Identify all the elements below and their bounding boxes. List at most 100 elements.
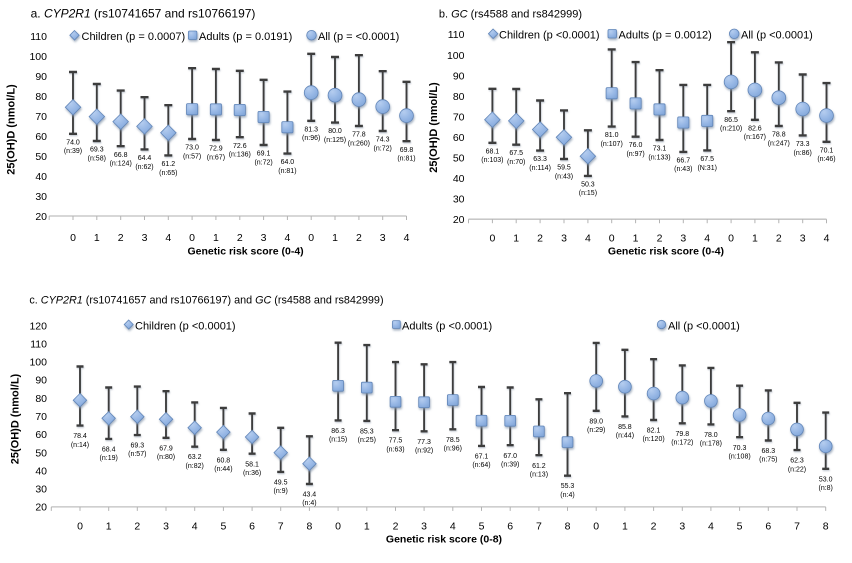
svg-text:80: 80 <box>453 91 465 103</box>
svg-text:(n:46): (n:46) <box>817 156 835 163</box>
svg-text:3: 3 <box>679 521 685 533</box>
svg-text:Genetic risk score (0-4): Genetic risk score (0-4) <box>188 245 304 257</box>
svg-text:89.0: 89.0 <box>589 418 603 425</box>
svg-text:74.3: 74.3 <box>376 137 390 144</box>
svg-text:82.6: 82.6 <box>748 125 762 132</box>
svg-text:55.3: 55.3 <box>561 483 575 490</box>
svg-text:Genetic risk score (0-4): Genetic risk score (0-4) <box>608 245 724 257</box>
svg-text:70: 70 <box>35 111 47 123</box>
svg-text:85.8: 85.8 <box>618 424 632 431</box>
svg-text:90: 90 <box>35 375 47 387</box>
svg-text:1: 1 <box>364 521 370 533</box>
svg-text:6: 6 <box>765 521 771 533</box>
svg-text:0: 0 <box>77 521 83 533</box>
svg-text:73.1: 73.1 <box>653 146 667 153</box>
svg-text:2: 2 <box>237 232 243 244</box>
svg-text:All (p = <0.0001): All (p = <0.0001) <box>318 31 399 43</box>
svg-text:Adults (p <0.0001): Adults (p <0.0001) <box>402 320 492 332</box>
svg-text:(n:178): (n:178) <box>700 441 722 448</box>
svg-text:(n:43): (n:43) <box>555 173 573 180</box>
svg-text:(n:64): (n:64) <box>472 462 490 469</box>
svg-text:30: 30 <box>453 194 465 206</box>
svg-text:30: 30 <box>35 191 47 203</box>
svg-text:85.3: 85.3 <box>360 429 374 436</box>
svg-text:90: 90 <box>453 70 465 82</box>
svg-text:50: 50 <box>35 447 47 459</box>
svg-text:25(OH)D (nmol/L): 25(OH)D (nmol/L) <box>10 373 22 464</box>
svg-text:4: 4 <box>708 521 714 533</box>
svg-text:40: 40 <box>35 465 47 477</box>
svg-text:Children (p <0.0001): Children (p <0.0001) <box>499 30 600 42</box>
svg-text:(n:72): (n:72) <box>374 145 392 152</box>
svg-text:(n:58): (n:58) <box>88 155 106 162</box>
svg-text:25(OH)D (nmol/L): 25(OH)D (nmol/L) <box>6 84 18 175</box>
svg-text:50.3: 50.3 <box>581 181 595 188</box>
svg-text:(n:124): (n:124) <box>110 161 132 168</box>
svg-text:5: 5 <box>479 521 485 533</box>
svg-text:2: 2 <box>657 233 663 245</box>
svg-text:(n:36): (n:36) <box>243 470 261 477</box>
svg-text:80.0: 80.0 <box>328 128 342 135</box>
svg-text:67.0: 67.0 <box>503 453 517 460</box>
svg-text:(n:92): (n:92) <box>415 447 433 454</box>
svg-text:(n:167): (n:167) <box>744 134 766 141</box>
svg-text:1: 1 <box>94 232 100 244</box>
svg-text:(n:9): (n:9) <box>273 488 287 495</box>
svg-text:2: 2 <box>134 521 140 533</box>
svg-text:1: 1 <box>513 233 519 245</box>
svg-text:Children (p <0.0001): Children (p <0.0001) <box>135 320 236 332</box>
svg-text:70: 70 <box>35 411 47 423</box>
svg-text:110: 110 <box>30 31 47 43</box>
svg-text:67.5: 67.5 <box>700 156 714 163</box>
svg-text:69.3: 69.3 <box>130 443 144 450</box>
svg-text:2: 2 <box>118 232 124 244</box>
svg-text:3: 3 <box>380 232 386 244</box>
svg-text:90: 90 <box>35 71 47 83</box>
svg-text:50: 50 <box>453 152 465 164</box>
svg-text:69.8: 69.8 <box>400 147 414 154</box>
svg-text:(n:14): (n:14) <box>71 442 89 449</box>
svg-text:30: 30 <box>35 484 47 496</box>
svg-text:0: 0 <box>593 521 599 533</box>
svg-text:(N:31): (N:31) <box>697 165 716 172</box>
svg-text:73.0: 73.0 <box>185 145 199 152</box>
svg-text:(n:114): (n:114) <box>529 165 551 172</box>
svg-text:(n:172): (n:172) <box>671 439 693 446</box>
svg-text:(n:29): (n:29) <box>587 427 605 434</box>
svg-text:0: 0 <box>308 232 314 244</box>
svg-text:74.0: 74.0 <box>66 139 80 146</box>
svg-text:1: 1 <box>752 233 758 245</box>
svg-text:2: 2 <box>393 521 399 533</box>
svg-text:77.5: 77.5 <box>389 438 403 445</box>
svg-text:1: 1 <box>622 521 628 533</box>
svg-text:60: 60 <box>35 429 47 441</box>
svg-text:(n:4): (n:4) <box>302 500 316 507</box>
svg-text:(n:22): (n:22) <box>788 466 806 473</box>
svg-text:7: 7 <box>278 521 284 533</box>
svg-text:8: 8 <box>823 521 829 533</box>
svg-text:3: 3 <box>680 233 686 245</box>
svg-text:(n:67): (n:67) <box>207 154 225 161</box>
svg-text:(n:133): (n:133) <box>648 154 670 161</box>
svg-text:61.2: 61.2 <box>161 161 175 168</box>
svg-text:(n:39): (n:39) <box>64 148 82 155</box>
svg-text:(n:80): (n:80) <box>157 454 175 461</box>
svg-text:49.5: 49.5 <box>274 479 288 486</box>
svg-text:70.1: 70.1 <box>820 147 834 154</box>
svg-text:69.1: 69.1 <box>257 151 271 158</box>
svg-text:77.3: 77.3 <box>417 439 431 446</box>
svg-text:72.9: 72.9 <box>209 146 223 153</box>
svg-text:(n:19): (n:19) <box>100 455 118 462</box>
svg-text:2: 2 <box>356 232 362 244</box>
svg-text:(n:15): (n:15) <box>329 437 347 444</box>
svg-text:66.7: 66.7 <box>676 157 690 164</box>
svg-text:20: 20 <box>453 214 465 226</box>
svg-text:(n:82): (n:82) <box>186 463 204 470</box>
svg-text:5: 5 <box>737 521 743 533</box>
svg-text:7: 7 <box>794 521 800 533</box>
svg-text:70: 70 <box>453 111 465 123</box>
svg-text:60.8: 60.8 <box>217 457 231 464</box>
svg-text:(n:57): (n:57) <box>128 451 146 458</box>
svg-text:1: 1 <box>633 233 639 245</box>
svg-text:60: 60 <box>453 132 465 144</box>
